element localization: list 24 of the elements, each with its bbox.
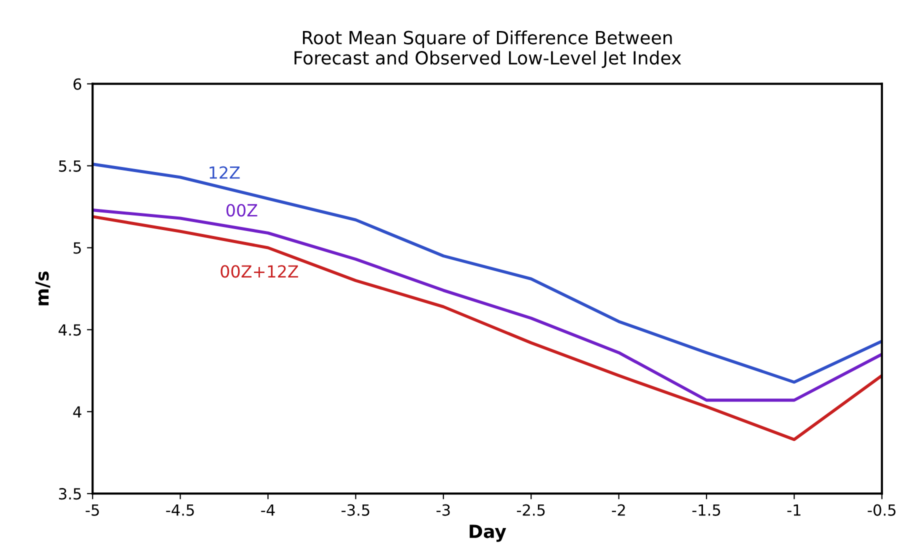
y-tick-label: 4.5: [58, 324, 81, 336]
y-tick-label: 6: [74, 78, 82, 90]
line-series: [92, 215, 882, 442]
y-tick-label: 5.5: [59, 160, 81, 172]
x-tick-label: -4.5: [166, 504, 194, 516]
series-label: 00Z: [226, 204, 258, 217]
x-tick-label: -2.5: [516, 504, 545, 516]
series-label: 12Z: [210, 166, 240, 179]
y-axis-title: m/s: [35, 272, 50, 306]
x-tick-label: -1: [787, 504, 800, 516]
x-tick-label: -5: [86, 504, 99, 516]
x-tick-label: -3: [436, 504, 450, 516]
x-axis-title: Day: [470, 524, 506, 542]
y-tick-label: 5: [74, 242, 81, 254]
y-tick-label: 3.5: [59, 488, 81, 500]
x-tick-label: -3.5: [342, 504, 370, 516]
x-tick-label: -4: [261, 504, 275, 516]
x-tick-label: -0.5: [868, 504, 896, 516]
x-tick-label: -2: [612, 504, 625, 516]
x-tick-label: -1.5: [692, 504, 720, 516]
line-series: [92, 162, 882, 384]
chart-title: Root Mean Square of Difference Between Forecast and Observed Low-Level Jet Index: [294, 30, 682, 68]
y-tick-label: 4: [73, 406, 82, 418]
series-label: 00Z+12Z: [220, 265, 298, 278]
